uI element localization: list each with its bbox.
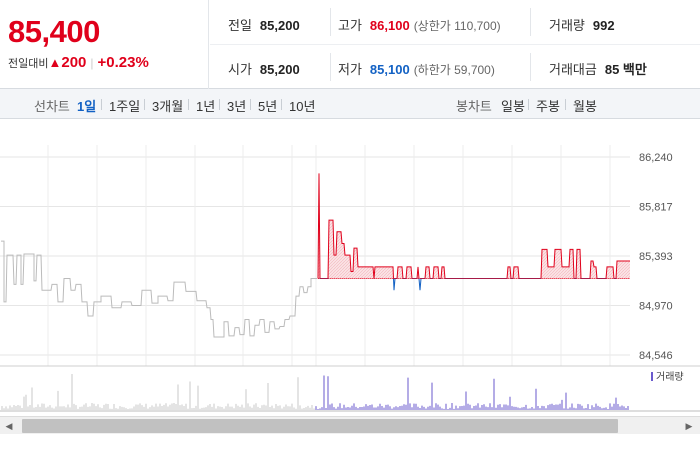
chart-grid [0,145,700,412]
period-weekly-candle[interactable]: 주봉 [536,99,560,114]
low-label: 저가 [338,62,362,77]
open-stat: 시가 85,200 [228,59,300,78]
triangle-up-icon: ▲ [48,55,62,70]
divider [101,99,102,110]
volume-panel [1,374,629,410]
prev-close-label: 전일 [228,18,252,33]
change-percent: +0.23% [97,54,149,71]
volume-legend-swatch [651,372,653,381]
change-row: 전일대비▲200 | +0.23% [8,54,149,71]
lower-limit: (하한가 59,700) [413,63,495,77]
open-value: 85,200 [259,62,300,77]
price-chart[interactable]: 86,240 85,817 85,393 84,970 84,546 거래량 [0,120,700,416]
low-stat: 저가 85,100 (하한가 59,700) [338,59,495,78]
divider [565,99,566,110]
divider [210,44,700,45]
volume-value: 992 [592,18,615,33]
divider [530,53,531,81]
chart-fill [318,173,630,279]
quote-summary: 85,400 전일대비▲200 | +0.23% 전일 85,200 고가 86,100… [0,0,700,89]
period-1y[interactable]: 1년 [196,99,216,114]
line-chart-label: 선차트 [34,99,70,114]
high-label: 고가 [338,18,362,33]
volume-legend-label: 거래량 [656,371,684,383]
divider [528,99,529,110]
prev-close-value: 85,200 [259,18,300,33]
volume-label: 거래량 [549,18,585,33]
open-label: 시가 [228,62,252,77]
period-3y[interactable]: 3년 [227,99,247,114]
candle-chart-label: 봉차트 [456,99,492,114]
volume-legend: 거래량 [651,371,684,383]
upper-limit: (상한가 110,700) [413,19,501,33]
y-tick-label: 84,546 [639,350,673,362]
price-box: 85,400 전일대비▲200 | +0.23% [0,0,209,89]
chart-period-toolbar: 선차트 1일 1주일 3개월 1년 3년 5년 10년 봉차트 일봉 주봉 월봉 [0,89,700,119]
volume-stat: 거래량 992 [549,15,615,34]
period-daily-candle[interactable]: 일봉 [501,99,525,114]
high-value: 86,100 [369,18,410,33]
period-10y[interactable]: 10년 [289,99,316,114]
trade-value-label: 거래대금 [549,62,597,77]
session-fill-up [318,173,630,279]
price-chart-svg: 86,240 85,817 85,393 84,970 84,546 거래량 [0,145,700,412]
chart-lines [1,173,630,338]
trade-value-stat: 거래대금 85 백만 [549,59,647,78]
change-label: 전일대비 [8,58,49,70]
divider [219,99,220,110]
divider [144,99,145,110]
low-value: 85,100 [369,62,410,77]
divider [188,99,189,110]
y-tick-label: 86,240 [639,152,673,164]
divider: | [90,56,94,70]
divider [330,8,331,36]
previous-session-line [1,240,317,338]
divider [330,53,331,81]
period-1d[interactable]: 1일 [77,99,97,114]
y-tick-label: 84,970 [639,300,673,312]
prev-close-stat: 전일 85,200 [228,15,300,34]
triangle-right-icon[interactable]: ▶ [685,421,693,431]
scrollbar-thumb[interactable] [22,419,618,433]
divider [530,8,531,36]
high-stat: 고가 86,100 (상한가 110,700) [338,15,501,34]
period-monthly-candle[interactable]: 월봉 [573,99,597,114]
triangle-left-icon[interactable]: ◀ [5,421,13,431]
y-tick-label: 85,393 [639,251,673,263]
period-3m[interactable]: 3개월 [152,99,184,114]
trade-value-value: 85 백만 [604,62,647,77]
period-1w[interactable]: 1주일 [109,99,141,114]
divider [281,99,282,110]
current-price: 85,400 [8,14,100,49]
y-tick-label: 85,817 [639,201,673,213]
change-amount: 200 [61,54,87,71]
chart-scrollbar[interactable]: ◀ ▶ [0,416,700,434]
chart-y-axis: 86,240 85,817 85,393 84,970 84,546 [639,152,673,362]
divider [250,99,251,110]
period-5y[interactable]: 5년 [258,99,278,114]
